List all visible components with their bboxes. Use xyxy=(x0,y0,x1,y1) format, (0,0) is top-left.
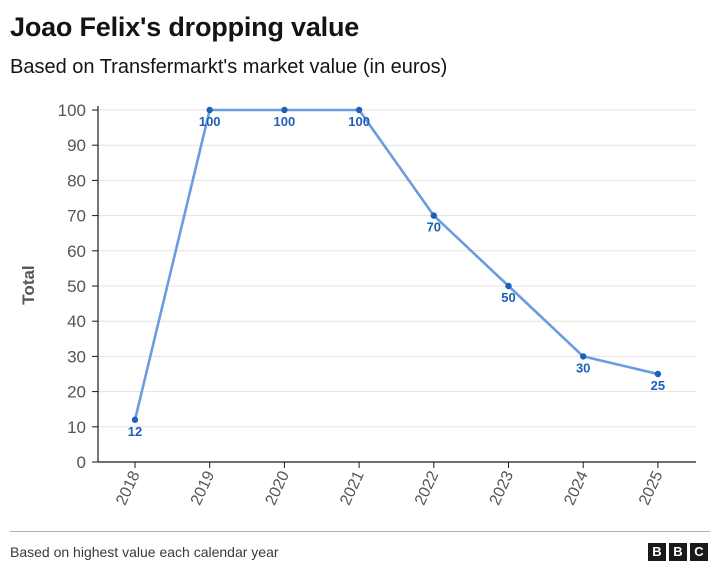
bbc-logo-letter: B xyxy=(648,543,666,561)
data-point xyxy=(281,106,288,114)
y-tick-label: 20 xyxy=(67,383,86,402)
y-tick-label: 60 xyxy=(67,242,86,261)
footer-divider xyxy=(10,531,710,532)
chart-title: Joao Felix's dropping value xyxy=(10,12,360,42)
data-point xyxy=(430,212,437,219)
data-labels: 12 100 100 100 70 50 30 25 xyxy=(128,114,665,439)
data-label: 100 xyxy=(348,114,370,129)
data-label: 70 xyxy=(427,220,441,235)
data-label: 25 xyxy=(651,378,665,393)
series-line xyxy=(133,108,660,422)
x-tick-label: 2023 xyxy=(487,468,517,508)
series-line-layer xyxy=(133,108,660,422)
y-tick-label: 0 xyxy=(77,453,86,472)
footnote: Based on highest value each calendar yea… xyxy=(10,544,279,560)
y-axis-label: Total xyxy=(19,265,38,304)
x-tick-label: 2025 xyxy=(636,468,666,508)
x-tick-label: 2022 xyxy=(412,468,442,508)
data-label: 12 xyxy=(128,424,142,439)
chart-subtitle: Based on Transfermarkt's market value (i… xyxy=(10,56,448,78)
data-label: 100 xyxy=(199,114,221,129)
data-point xyxy=(505,282,512,290)
data-label: 50 xyxy=(501,290,515,305)
axes xyxy=(92,106,696,468)
bbc-logo: B B C xyxy=(648,543,708,561)
y-tick-label: 70 xyxy=(67,207,86,226)
y-tick-label: 30 xyxy=(67,347,86,366)
x-tick-label: 2020 xyxy=(263,468,293,508)
x-tick-label: 2018 xyxy=(113,468,143,508)
data-point xyxy=(580,353,587,360)
y-tick-label: 90 xyxy=(67,136,86,155)
bbc-logo-letter: B xyxy=(669,543,687,561)
data-point xyxy=(206,106,213,114)
data-point xyxy=(355,106,363,114)
x-tick-label: 2021 xyxy=(337,468,367,508)
y-tick-label: 50 xyxy=(67,277,86,296)
data-point xyxy=(654,370,662,378)
data-point xyxy=(131,416,139,423)
y-tick-label: 10 xyxy=(67,418,86,437)
grid-lines xyxy=(98,109,696,428)
y-tick-label: 100 xyxy=(58,101,86,120)
x-tick-labels: 2018 2019 2020 2021 2022 2023 2024 2025 xyxy=(113,468,666,508)
data-label: 100 xyxy=(274,114,296,129)
x-tick-label: 2024 xyxy=(561,468,591,508)
y-tick-label: 40 xyxy=(67,312,86,331)
data-points xyxy=(131,106,662,423)
data-label: 30 xyxy=(576,360,590,375)
y-tick-label: 80 xyxy=(67,171,86,190)
y-tick-labels: 0 10 20 30 40 50 60 70 80 90 100 xyxy=(58,101,86,472)
bbc-logo-letter: C xyxy=(690,543,708,561)
x-tick-label: 2019 xyxy=(188,468,218,508)
